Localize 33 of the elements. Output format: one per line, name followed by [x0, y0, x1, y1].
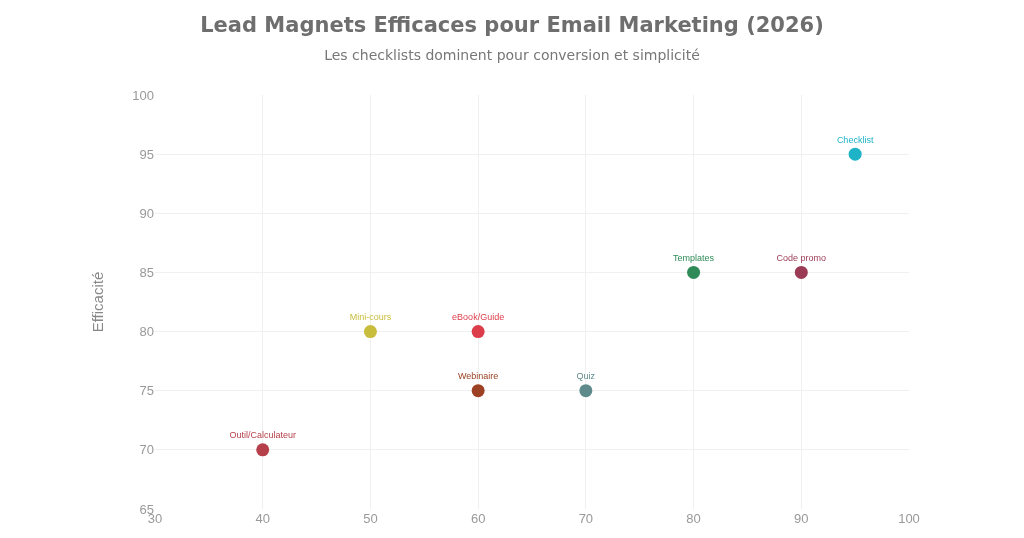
series-label: eBook/Guide — [452, 312, 505, 323]
y-tick-label: 70 — [139, 442, 154, 458]
point — [687, 265, 701, 279]
y-tick-label: 75 — [139, 383, 154, 399]
point — [471, 325, 485, 339]
point — [363, 325, 377, 339]
y-tick-label: 80 — [139, 324, 154, 340]
chart-title: Lead Magnets Efficaces pour Email Marketing (2026) — [200, 13, 824, 38]
point — [794, 265, 808, 279]
x-tick-label: 60 — [470, 511, 486, 526]
point — [848, 147, 862, 161]
x-tick-label: 100 — [898, 511, 920, 526]
series-label: Templates — [673, 253, 715, 264]
y-tick-label: 100 — [132, 87, 154, 103]
x-tick-label: 70 — [578, 511, 594, 526]
x-tick-label: 90 — [794, 511, 809, 526]
point — [579, 384, 593, 398]
series-label: Checklist — [836, 134, 874, 145]
x-tick-label: 50 — [363, 511, 378, 526]
point — [471, 384, 485, 398]
series-label: Mini-cours — [349, 312, 392, 323]
series-label: Outil/Calculateur — [229, 430, 296, 441]
chart-subtitle: Les checklists dominent pour conversion et simplicité — [324, 46, 700, 63]
x-tick-label: 40 — [255, 511, 270, 526]
series-label: Quiz — [576, 371, 596, 382]
series-label: Webinaire — [457, 371, 499, 382]
series-label: Code promo — [776, 253, 827, 264]
point — [256, 443, 270, 457]
x-tick-label: 80 — [686, 511, 701, 526]
y-tick-label: 95 — [139, 146, 154, 162]
y-tick-label: 90 — [139, 205, 154, 221]
y-axis-title: Efficacité — [88, 271, 106, 333]
y-tick-label: 85 — [139, 264, 154, 280]
